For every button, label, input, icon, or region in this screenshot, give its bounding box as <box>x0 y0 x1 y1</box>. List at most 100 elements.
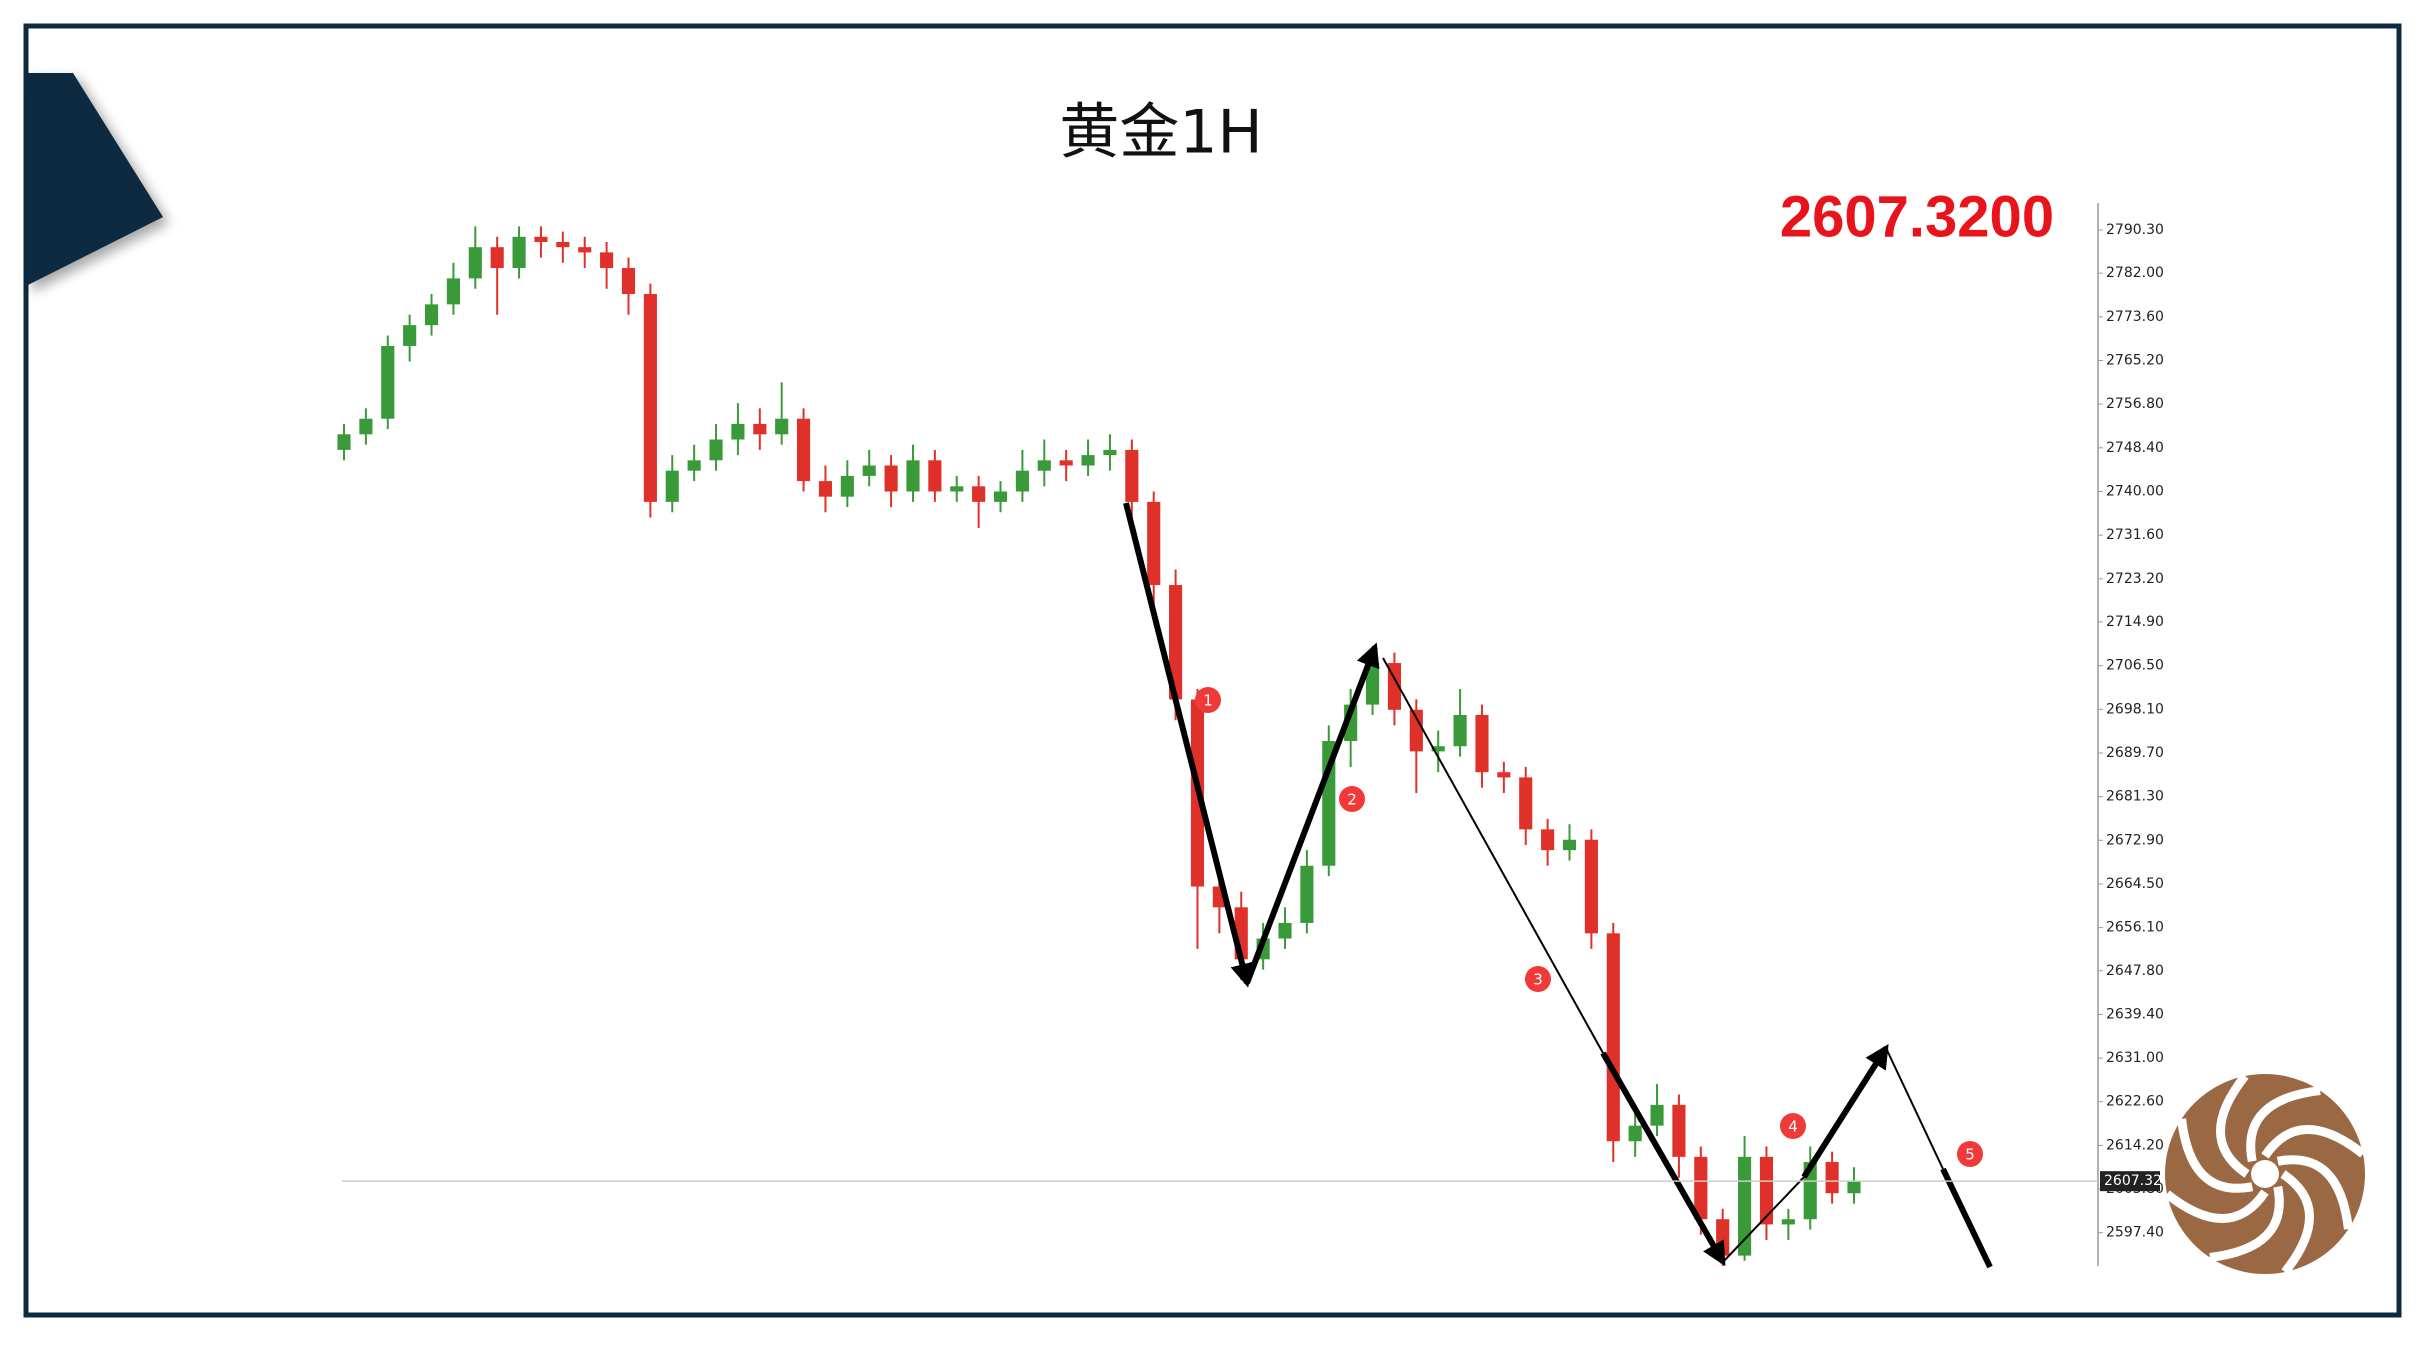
arrow <box>1600 1051 1726 1267</box>
corner-decoration <box>26 73 163 286</box>
y-tick-label: 2740.00 <box>2106 483 2164 499</box>
candle-body <box>972 486 986 502</box>
wave-marker <box>1195 687 1221 713</box>
y-tick-label: 2597.40 <box>2106 1225 2164 1241</box>
y-tick-label: 2756.80 <box>2106 396 2164 412</box>
wave-label: 3 <box>1533 971 1543 989</box>
y-tick-label: 2773.60 <box>2106 309 2164 325</box>
candle-body <box>1606 933 1620 1142</box>
y-tick-label: 2672.90 <box>2106 832 2164 848</box>
candle-body <box>731 423 745 440</box>
candle-body <box>1409 709 1423 752</box>
candle-body <box>1519 777 1533 830</box>
candle-body <box>818 481 833 497</box>
candle-body <box>424 304 439 326</box>
candle-body <box>797 418 811 482</box>
y-tick-label: 2698.10 <box>2106 701 2164 717</box>
candle-body <box>1015 470 1029 492</box>
candle-body <box>950 486 964 492</box>
y-tick-label: 2782.00 <box>2106 265 2164 281</box>
candle-body <box>1694 1156 1708 1220</box>
candle-body <box>840 475 854 497</box>
candle-body <box>1300 865 1314 923</box>
wave-marker <box>1339 786 1365 812</box>
candle-body <box>1125 449 1139 502</box>
candle-body <box>1431 746 1445 752</box>
candle-body <box>556 241 570 248</box>
candle-body <box>665 470 679 502</box>
wave-label: 1 <box>1203 692 1213 710</box>
candle-body <box>381 345 395 419</box>
candle-body <box>359 418 373 435</box>
candle-body <box>993 491 1008 502</box>
wave-label: 4 <box>1788 1118 1798 1136</box>
wave-marker <box>1957 1141 1983 1167</box>
candle-body <box>1628 1125 1642 1142</box>
candle-body <box>884 465 898 492</box>
candle-body <box>1759 1156 1774 1225</box>
wave-label: 5 <box>1965 1146 1975 1164</box>
candle-body <box>600 252 614 268</box>
chart-title: 黄金1H <box>1059 98 1262 168</box>
last-price-text: 2607.32 <box>2104 1173 2162 1189</box>
candle-body <box>643 293 657 502</box>
y-tick-label: 2790.30 <box>2106 222 2164 238</box>
candles <box>337 226 1861 1266</box>
candle-body <box>621 267 636 294</box>
arrow <box>1940 1167 1993 1269</box>
wave-arrows <box>1123 502 1993 1269</box>
y-tick-label: 2689.70 <box>2106 745 2164 761</box>
candle-body <box>1103 449 1117 456</box>
candle-body <box>1081 455 1095 466</box>
y-tick-label: 2639.40 <box>2106 1006 2164 1022</box>
candle-body <box>512 236 526 268</box>
wave-label: 2 <box>1347 791 1357 809</box>
candle-body <box>1825 1162 1839 1194</box>
y-tick-label: 2748.40 <box>2106 440 2164 456</box>
price-label: 2607.3200 <box>1780 184 2054 249</box>
candle-body <box>1037 460 1051 471</box>
y-tick-label: 2731.60 <box>2106 527 2164 543</box>
candle-body <box>1541 829 1555 851</box>
candle-body <box>446 278 460 305</box>
y-tick-label: 2622.60 <box>2106 1094 2164 1110</box>
candle-body <box>1672 1104 1686 1157</box>
candle-body <box>687 460 701 471</box>
candle-body <box>1475 715 1489 773</box>
candle-body <box>1650 1104 1664 1126</box>
arrow <box>1885 1047 1944 1170</box>
candle-body <box>1278 922 1292 939</box>
y-tick-label: 2656.10 <box>2106 920 2164 936</box>
y-tick-label: 2706.50 <box>2106 658 2164 674</box>
candle-body <box>468 247 482 279</box>
y-tick-label: 2647.80 <box>2106 963 2164 979</box>
y-tick-label: 2681.30 <box>2106 789 2164 805</box>
y-tick-label: 2614.20 <box>2106 1137 2164 1153</box>
candle-body <box>709 439 723 461</box>
candle-body <box>403 325 417 346</box>
arrow <box>1722 1176 1805 1263</box>
y-tick-label: 2714.90 <box>2106 614 2164 630</box>
logo <box>2164 1073 2366 1275</box>
candle-body <box>1387 663 1401 710</box>
candle-body <box>775 418 789 435</box>
candle-body <box>928 460 942 492</box>
candle-body <box>1781 1219 1795 1225</box>
candle-body <box>1147 501 1161 586</box>
candle-body <box>578 247 592 253</box>
candle-body <box>534 236 548 242</box>
last-price-tag <box>2100 1171 2160 1192</box>
candle-body <box>1365 663 1380 705</box>
y-tick-label: 2631.00 <box>2106 1050 2164 1066</box>
candle-body <box>337 434 351 450</box>
wave-marker <box>1780 1113 1806 1139</box>
candle-body <box>1847 1181 1861 1194</box>
candle-body <box>490 247 504 268</box>
candle-body <box>1584 839 1598 934</box>
arrow <box>1123 502 1254 988</box>
y-tick-label: 2765.20 <box>2106 353 2164 369</box>
candle-body <box>1562 839 1577 851</box>
frame <box>23 23 2402 1318</box>
arrow <box>1801 1043 1889 1179</box>
